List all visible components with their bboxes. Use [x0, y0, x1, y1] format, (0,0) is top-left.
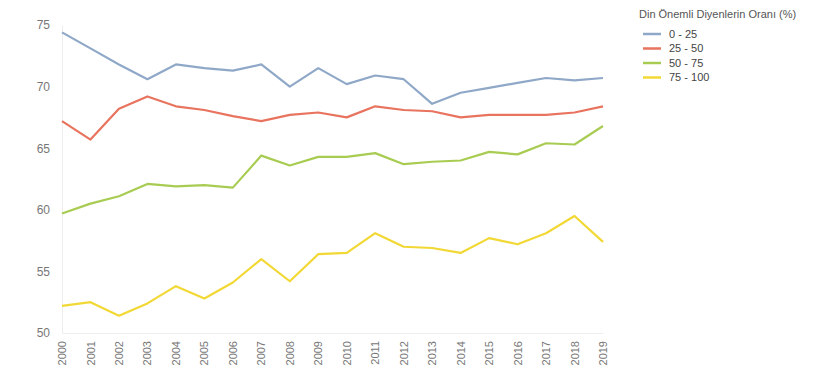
series-line [62, 32, 603, 103]
series-line [62, 126, 603, 213]
x-tick: 2013 [426, 333, 438, 365]
y-tick-label: 75 [37, 18, 51, 32]
legend-item: 0 - 25 [643, 28, 697, 40]
x-tick-label: 2019 [597, 341, 609, 365]
x-axis-line [63, 333, 604, 334]
x-tick: 2003 [141, 333, 153, 365]
x-tick: 2011 [369, 333, 381, 365]
y-tick: 75 [37, 18, 62, 32]
y-tick-label: 70 [37, 80, 51, 94]
x-tick: 2004 [170, 333, 182, 365]
x-tick: 2000 [56, 333, 68, 365]
x-tick: 2002 [113, 333, 125, 365]
x-tick: 2015 [483, 333, 495, 365]
x-tick-label: 2018 [569, 341, 581, 365]
x-tick: 2010 [341, 333, 353, 365]
x-tick: 2007 [255, 333, 267, 365]
legend-title: Din Önemli Diyenlerin Oranı (%) [639, 8, 796, 20]
x-tick-label: 2005 [198, 341, 210, 365]
x-tick-label: 2008 [284, 341, 296, 365]
x-tick-label: 2003 [141, 341, 153, 365]
x-tick-label: 2013 [426, 341, 438, 365]
legend-swatch [643, 47, 661, 50]
x-tick: 2005 [198, 333, 210, 365]
y-tick-label: 60 [37, 203, 51, 217]
x-tick-label: 2002 [113, 341, 125, 365]
legend-swatch [643, 76, 661, 79]
legend: Din Önemli Diyenlerin Oranı (%) 0 - 25 25 … [639, 8, 796, 83]
x-tick: 2008 [284, 333, 296, 365]
x-tick-label: 2014 [455, 341, 467, 365]
y-axis-line [62, 26, 63, 334]
x-tick-label: 2011 [369, 341, 381, 365]
series-line [62, 216, 603, 316]
x-tick-label: 2015 [483, 341, 495, 365]
y-axis: 50 55 60 65 70 75 [37, 18, 63, 340]
chart: 50 55 60 65 70 75 2000 2001 2002 2003 2004 2005 2006… [0, 0, 825, 384]
y-tick: 50 [37, 326, 62, 340]
legend-item: 75 - 100 [643, 71, 709, 83]
plot: 50 55 60 65 70 75 2000 2001 2002 2003 2004 2005 2006… [37, 18, 609, 365]
legend-label: 50 - 75 [669, 57, 703, 69]
legend-label: 25 - 50 [669, 42, 703, 54]
x-tick: 2019 [597, 333, 609, 365]
y-tick-label: 55 [37, 265, 51, 279]
x-tick: 2009 [312, 333, 324, 365]
y-tick-label: 50 [37, 326, 51, 340]
legend-item: 50 - 75 [643, 57, 703, 69]
x-tick-label: 2009 [312, 341, 324, 365]
x-tick-label: 2016 [512, 341, 524, 365]
x-tick: 2017 [540, 333, 552, 365]
x-tick-label: 2006 [227, 341, 239, 365]
x-tick-label: 2007 [255, 341, 267, 365]
x-axis: 2000 2001 2002 2003 2004 2005 2006 2007 2008 2009… [56, 333, 609, 365]
lines [62, 32, 603, 315]
legend-label: 75 - 100 [669, 71, 709, 83]
legend-label: 0 - 25 [669, 28, 697, 40]
legend-swatch [643, 62, 661, 65]
x-tick: 2001 [84, 333, 96, 365]
y-tick: 70 [37, 80, 62, 94]
y-tick-label: 65 [37, 142, 51, 156]
y-tick: 65 [37, 142, 62, 156]
y-tick: 60 [37, 203, 62, 217]
x-tick: 2012 [398, 333, 410, 365]
x-tick-label: 2017 [540, 341, 552, 365]
x-tick: 2018 [569, 333, 581, 365]
x-tick-label: 2004 [170, 341, 182, 365]
x-tick: 2016 [512, 333, 524, 365]
x-tick-label: 2010 [341, 341, 353, 365]
y-tick: 55 [37, 265, 62, 279]
x-tick: 2006 [227, 333, 239, 365]
series-line [62, 96, 603, 139]
x-tick: 2014 [455, 333, 467, 365]
legend-item: 25 - 50 [643, 42, 703, 54]
x-tick-label: 2001 [84, 341, 96, 365]
x-tick-label: 2012 [398, 341, 410, 365]
legend-swatch [643, 33, 661, 36]
x-tick-label: 2000 [56, 341, 68, 365]
